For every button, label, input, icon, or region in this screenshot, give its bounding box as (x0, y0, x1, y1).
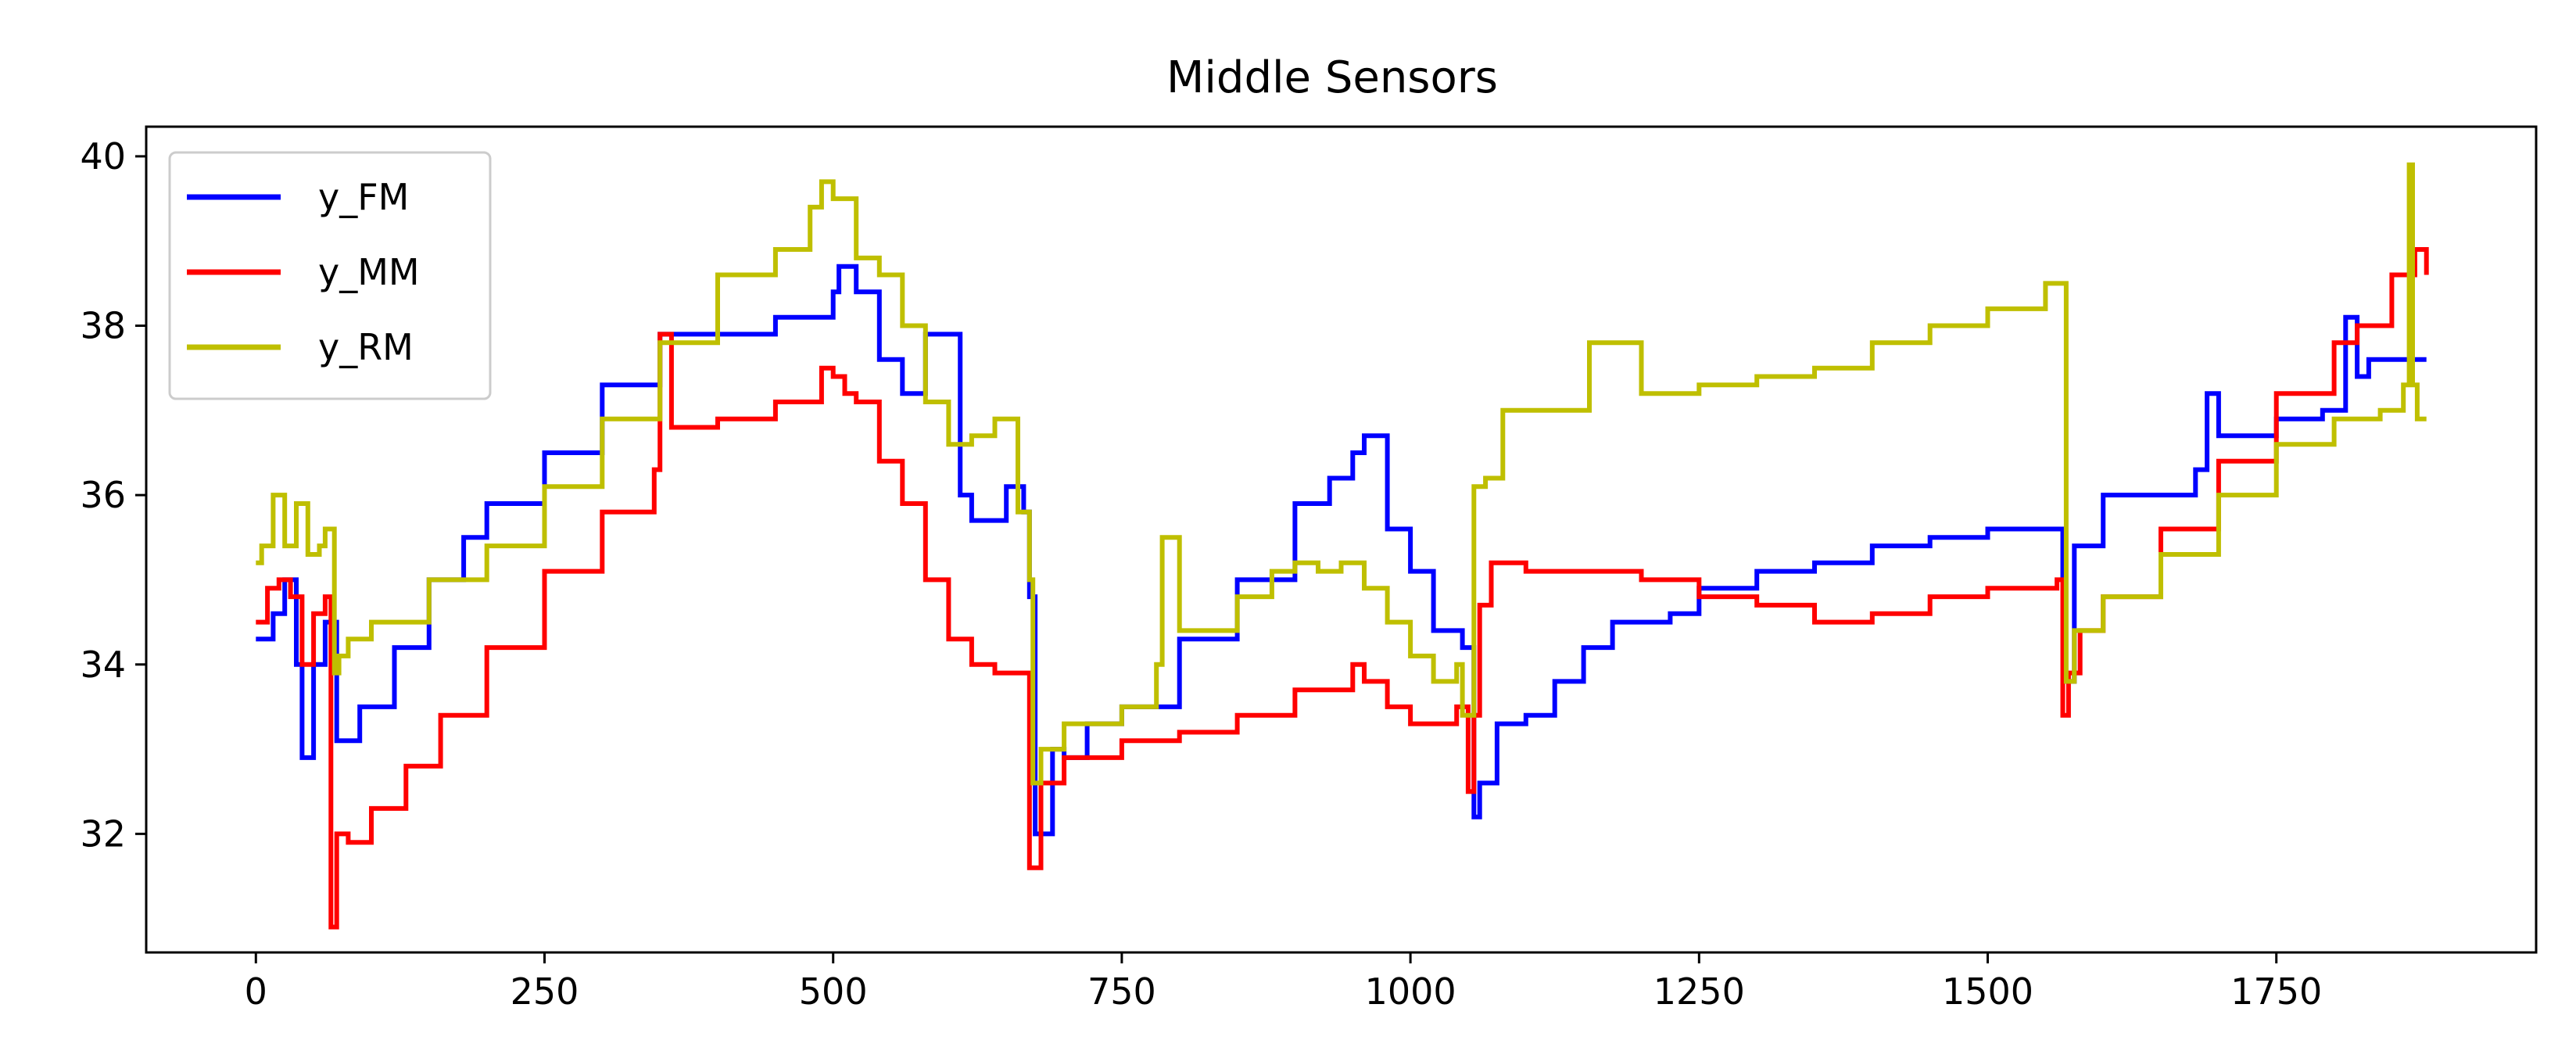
series-line-y-mm (256, 247, 2429, 930)
legend-label-y-rm: y_RM (318, 326, 414, 368)
x-tick-label: 1500 (1942, 970, 2033, 1013)
chart-title: Middle Sensors (1166, 52, 1498, 103)
series-lines (256, 162, 2429, 930)
series-line-y-fm (256, 264, 2427, 837)
y-axis: 32 34 36 38 40 (80, 135, 146, 855)
plot-frame (145, 125, 2538, 954)
x-tick-label: 1000 (1365, 970, 1456, 1013)
series-line-y-rm (256, 162, 2427, 786)
x-tick-label: 1750 (2230, 970, 2322, 1013)
x-tick-label: 250 (511, 970, 579, 1013)
legend-label-y-mm: y_MM (318, 251, 420, 293)
y-tick-label: 38 (80, 305, 126, 347)
x-tick-label: 0 (245, 970, 267, 1013)
x-tick-label: 1250 (1653, 970, 1745, 1013)
legend-label-y-fm: y_FM (318, 176, 409, 218)
legend-box (168, 151, 492, 400)
plot-area (145, 125, 2538, 954)
y-tick-label: 32 (80, 812, 126, 855)
y-tick-label: 36 (80, 474, 126, 516)
y-tick-label: 34 (80, 644, 126, 686)
legend: y_FM y_MM y_RM (168, 151, 492, 400)
y-tick-label: 40 (80, 135, 126, 178)
x-tick-label: 750 (1087, 970, 1156, 1013)
x-tick-label: 500 (799, 970, 868, 1013)
x-axis: 0 250 500 750 1000 1250 1500 1750 (245, 952, 2322, 1013)
